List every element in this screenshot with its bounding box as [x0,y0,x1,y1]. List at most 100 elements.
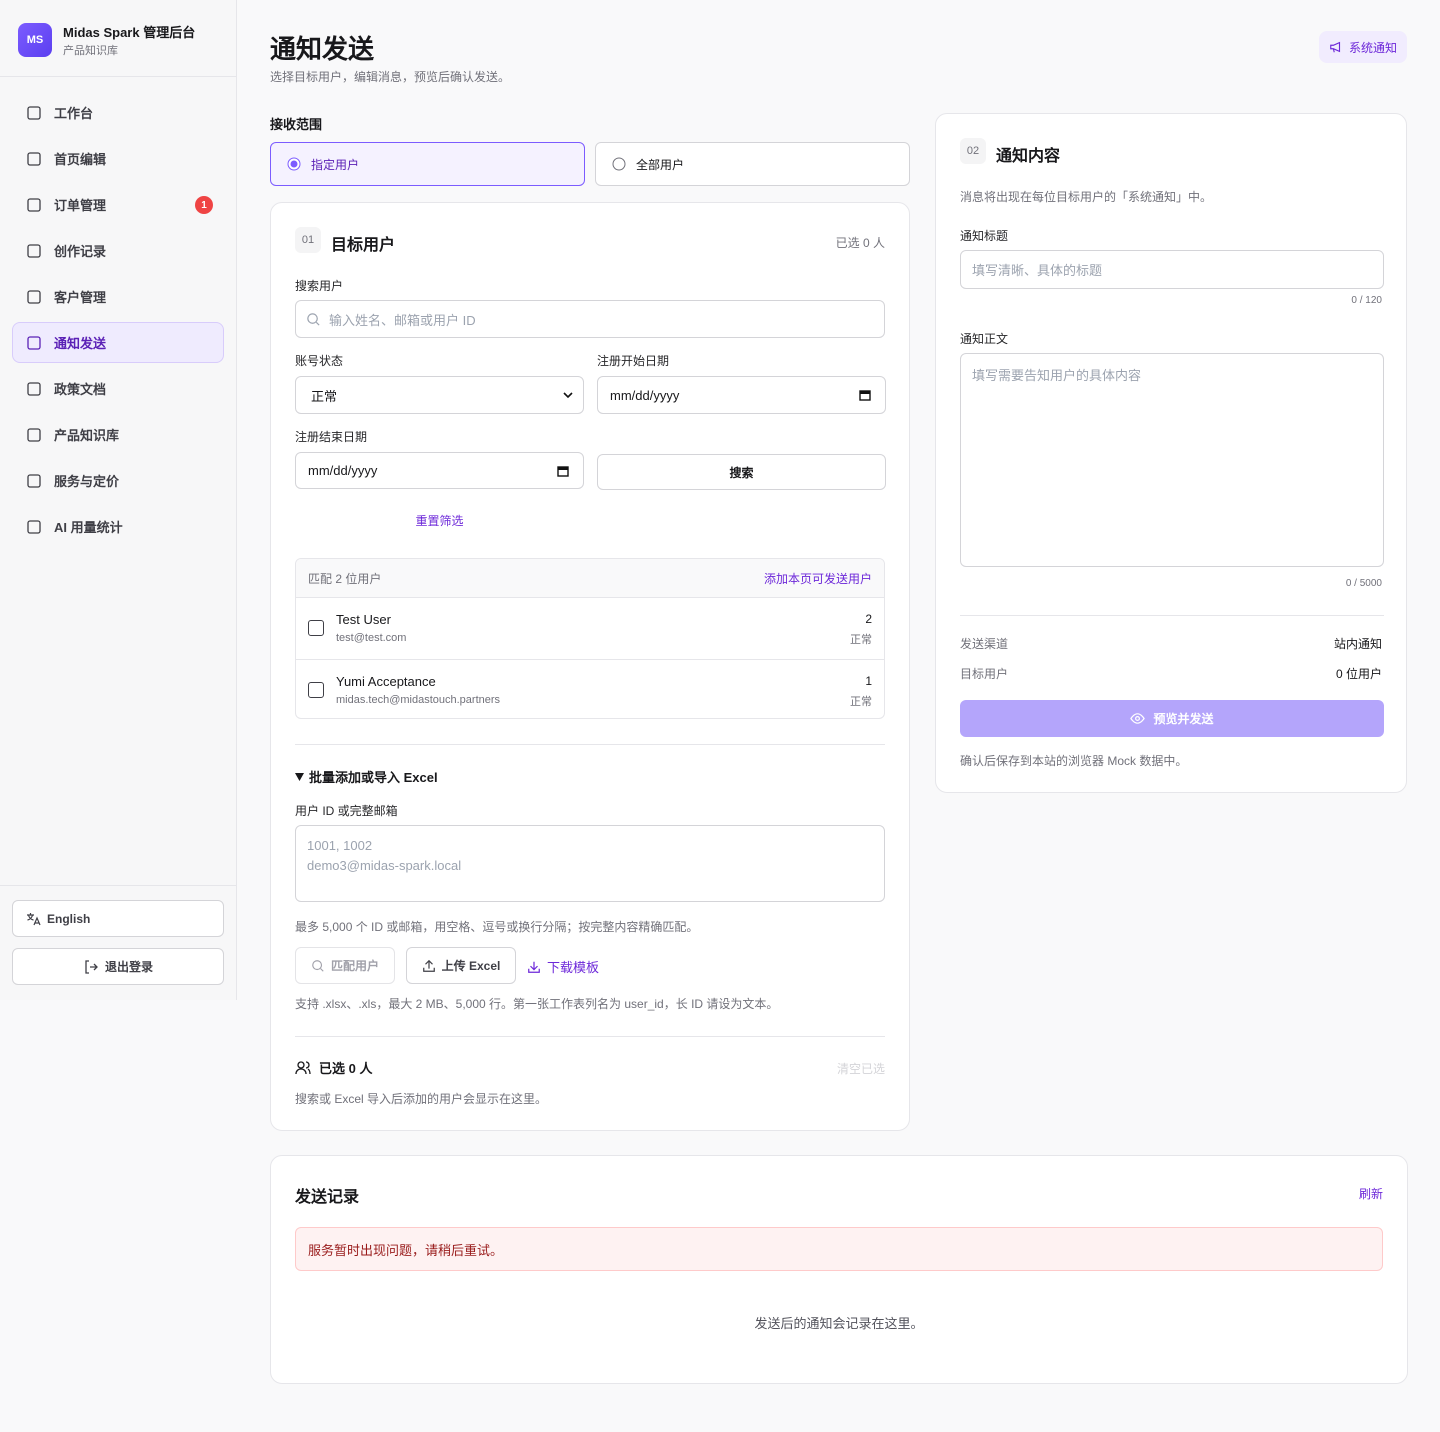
download-icon [528,961,540,973]
divider [0,885,237,886]
nav-label: 政策文档 [54,382,107,397]
bulk-textarea[interactable]: 1001, 1002 demo3@midas-spark.local [295,825,885,902]
nav-item[interactable]: 客户管理 [12,276,224,317]
radio [612,157,626,171]
field-label: 注册结束日期 [295,430,368,444]
user-name: Yumi Acceptance [336,674,436,689]
nav-label: 通知发送 [54,336,107,351]
field-label: 账号状态 [295,354,344,368]
brand-sub: 产品知识库 [63,45,118,57]
checkbox[interactable] [308,620,324,636]
bulk-note: 支持 .xlsx、.xls，最大 2 MB、5,000 行。第一张工作表列名为 … [295,997,779,1011]
user-row: Test User test@test.com 2 正常 [296,598,884,659]
content-desc: 消息将出现在每位目标用户的「系统通知」中。 [960,190,1213,204]
bulk-title: 批量添加或导入 Excel [309,770,438,785]
card-title: 目标用户 [331,237,396,254]
nav-label: 首页编辑 [54,152,107,167]
field-label: 用户 ID 或完整邮箱 [295,804,398,818]
upload-button[interactable]: 上传 Excel [406,947,516,984]
nav-item[interactable]: 政策文档 [12,368,224,409]
title-input[interactable]: 填写清晰、具体的标题 [960,250,1384,289]
divider [295,744,885,745]
nav-item[interactable]: 工作台 [12,92,224,133]
button-label: 匹配用户 [330,959,379,973]
logout-button[interactable]: 退出登录 [12,948,224,985]
end-date-input[interactable]: mm/dd/yyyy [295,452,584,489]
error-alert: 服务暂时出现问题，请稍后重试。 [295,1227,1383,1271]
nav-icon [27,151,41,166]
summary-label: 发送渠道 [960,637,1009,651]
clear-link[interactable]: 清空已选 [836,1062,885,1076]
start-date-input[interactable]: mm/dd/yyyy [597,376,886,414]
submit-button[interactable]: 预览并发送 [960,700,1384,737]
nav-label: 订单管理 [54,198,107,213]
calendar-icon [557,465,569,477]
radio [287,157,301,171]
bulk-hint: 最多 5,000 个 ID 或邮箱，用空格、逗号或换行分隔；按完整内容精确匹配。 [295,920,699,934]
language-label: English [47,911,91,926]
divider [0,76,237,77]
nav-item[interactable]: AI 用量统计 [12,506,224,547]
body-textarea[interactable]: 填写需要告知用户的具体内容 [960,353,1384,567]
nav-item[interactable]: 通知发送 [12,322,224,363]
option-label: 指定用户 [311,157,360,172]
nav-label: 服务与定价 [54,474,120,489]
placeholder: 1001, 1002 demo3@midas-spark.local [307,838,462,873]
history-card: 发送记录 刷新 服务暂时出现问题，请稍后重试。 发送后的通知会记录在这里。 [270,1155,1408,1384]
download-link[interactable]: 下载模板 [527,957,599,976]
page-title: 通知发送 [270,34,375,64]
summary-label: 目标用户 [960,667,1009,681]
nav-item[interactable]: 产品知识库 [12,414,224,455]
step-number: 02 [960,138,986,164]
logout-icon [85,959,98,974]
field-label: 通知正文 [960,332,1009,346]
nav-label: 工作台 [54,106,94,121]
eye-icon [1130,713,1146,724]
date-format: mm/dd/yyyy [610,387,680,403]
search-icon [307,312,320,326]
bulk-toggle[interactable]: 批量添加或导入 Excel [295,767,438,786]
selected-title: 已选 0 人 [319,1061,373,1076]
match-button[interactable]: 匹配用户 [295,947,395,984]
card-title: 发送记录 [295,1189,360,1206]
refresh-link[interactable]: 刷新 [1358,1187,1383,1201]
divider [960,615,1384,616]
placeholder: 填写需要告知用户的具体内容 [972,368,1142,383]
user-email: test@test.com [336,632,407,644]
divider [295,1036,885,1037]
nav-item[interactable]: 首页编辑 [12,138,224,179]
language-button[interactable]: English [12,900,224,937]
checkbox[interactable] [308,682,324,698]
scope-option[interactable]: 指定用户 [270,142,585,186]
status-select[interactable]: 正常 [295,376,584,414]
nav-icon [27,473,41,488]
nav-item[interactable]: 订单管理 1 [12,184,224,225]
select-value: 正常 [311,388,338,404]
button-label: 预览并发送 [1153,712,1214,726]
nav-icon [27,519,41,534]
badge-text: 系统通知 [1348,40,1397,55]
chevron [563,392,573,399]
selected-header: 已选 0 人 [295,1058,372,1077]
scope-option[interactable]: 全部用户 [595,142,910,186]
user-status: 正常 [850,634,872,646]
calendar-icon [859,390,871,401]
search-input[interactable]: 输入姓名、邮箱或用户 ID [295,300,885,338]
char-count: 0 / 5000 [1345,578,1382,589]
search-button[interactable]: 搜索 [597,454,886,490]
selected-count: 已选 0 人 [835,236,885,250]
user-name: Test User [336,612,391,627]
upload-icon [422,959,435,972]
target-card: 01 目标用户 已选 0 人 搜索用户 输入姓名、邮箱或用户 ID 账号状态 正… [270,202,910,1131]
reset-link[interactable]: 重置筛选 [415,514,464,528]
nav-item[interactable]: 创作记录 [12,230,224,271]
brand: Midas Spark 管理后台 [63,25,196,40]
add-all-link[interactable]: 添加本页可发送用户 [763,571,872,586]
users-icon [295,1060,311,1074]
field-label: 搜索用户 [295,279,344,293]
step-number: 01 [295,227,321,253]
option-label: 全部用户 [636,157,685,172]
nav-item[interactable]: 服务与定价 [12,460,224,501]
nav-icon [27,197,41,212]
